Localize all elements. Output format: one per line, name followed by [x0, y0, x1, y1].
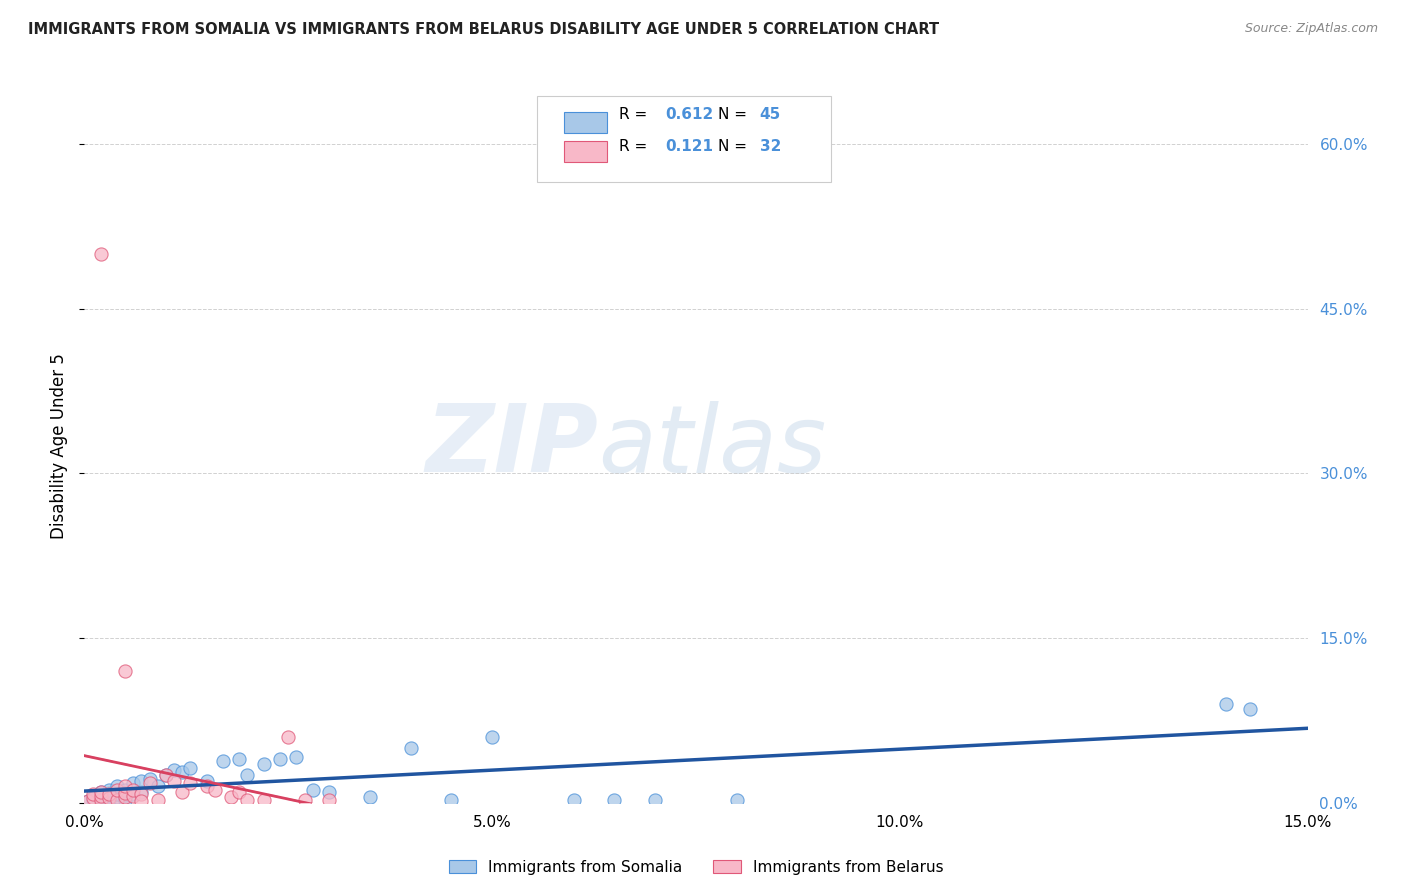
Point — [236, 768, 259, 782]
Point — [77, 794, 100, 808]
Point — [603, 792, 626, 806]
Text: R =: R = — [619, 107, 652, 121]
Point — [399, 740, 422, 755]
Point — [155, 768, 177, 782]
FancyBboxPatch shape — [564, 141, 606, 162]
Point — [301, 782, 323, 797]
Point — [138, 776, 160, 790]
Point — [163, 763, 186, 777]
Point — [114, 792, 136, 806]
Point — [105, 780, 128, 794]
Point — [131, 794, 153, 808]
Point — [105, 792, 128, 806]
Text: Source: ZipAtlas.com: Source: ZipAtlas.com — [1244, 22, 1378, 36]
Point — [212, 754, 235, 768]
Point — [105, 782, 128, 797]
Point — [236, 792, 259, 806]
Text: R =: R = — [619, 139, 652, 153]
Point — [179, 761, 201, 775]
Point — [146, 780, 169, 794]
Point — [122, 789, 145, 804]
Point — [172, 765, 194, 780]
Point — [90, 247, 112, 261]
Point — [114, 664, 136, 678]
Text: 0.121: 0.121 — [665, 139, 713, 153]
Text: 32: 32 — [759, 139, 780, 153]
Point — [77, 794, 100, 808]
Point — [114, 788, 136, 802]
Point — [97, 792, 120, 806]
Point — [122, 782, 145, 797]
Point — [1215, 697, 1237, 711]
Point — [131, 785, 153, 799]
Point — [97, 791, 120, 805]
Point — [114, 780, 136, 794]
FancyBboxPatch shape — [537, 96, 831, 182]
FancyBboxPatch shape — [564, 112, 606, 134]
Point — [90, 787, 112, 801]
Text: 0.612: 0.612 — [665, 107, 714, 121]
Point — [562, 792, 585, 806]
Text: 45: 45 — [759, 107, 780, 121]
Point — [440, 792, 463, 806]
Text: IMMIGRANTS FROM SOMALIA VS IMMIGRANTS FROM BELARUS DISABILITY AGE UNDER 5 CORREL: IMMIGRANTS FROM SOMALIA VS IMMIGRANTS FR… — [28, 22, 939, 37]
Point — [114, 782, 136, 797]
Point — [122, 776, 145, 790]
Legend: Immigrants from Somalia, Immigrants from Belarus: Immigrants from Somalia, Immigrants from… — [443, 854, 949, 880]
Point — [90, 791, 112, 805]
Point — [114, 790, 136, 805]
Point — [481, 730, 503, 744]
Y-axis label: Disability Age Under 5: Disability Age Under 5 — [51, 353, 69, 539]
Text: ZIP: ZIP — [425, 400, 598, 492]
Point — [90, 792, 112, 806]
Point — [97, 786, 120, 800]
Point — [146, 792, 169, 806]
Point — [228, 785, 250, 799]
Point — [285, 749, 308, 764]
Text: N =: N = — [718, 107, 752, 121]
Point — [359, 790, 381, 805]
Text: atlas: atlas — [598, 401, 827, 491]
Point — [90, 785, 112, 799]
Point — [131, 787, 153, 801]
Point — [155, 768, 177, 782]
Point — [204, 782, 226, 797]
Point — [269, 752, 291, 766]
Point — [90, 785, 112, 799]
Point — [195, 773, 218, 788]
Text: N =: N = — [718, 139, 752, 153]
Point — [163, 773, 186, 788]
Point — [179, 776, 201, 790]
Point — [253, 792, 276, 806]
Point — [725, 792, 748, 806]
Point — [294, 792, 316, 806]
Point — [82, 787, 104, 801]
Point — [82, 791, 104, 805]
Point — [97, 789, 120, 804]
Point — [172, 785, 194, 799]
Point — [138, 772, 160, 786]
Point — [219, 790, 242, 805]
Point — [82, 792, 104, 806]
Point — [97, 787, 120, 801]
Point — [253, 757, 276, 772]
Point — [318, 785, 340, 799]
Point — [82, 790, 104, 805]
Point — [318, 792, 340, 806]
Point — [122, 787, 145, 801]
Point — [105, 787, 128, 801]
Point — [277, 730, 299, 744]
Point — [228, 752, 250, 766]
Point — [90, 789, 112, 804]
Point — [97, 782, 120, 797]
Point — [131, 773, 153, 788]
Point — [114, 786, 136, 800]
Point — [644, 792, 666, 806]
Point — [105, 790, 128, 805]
Point — [195, 780, 218, 794]
Point — [1239, 702, 1261, 716]
